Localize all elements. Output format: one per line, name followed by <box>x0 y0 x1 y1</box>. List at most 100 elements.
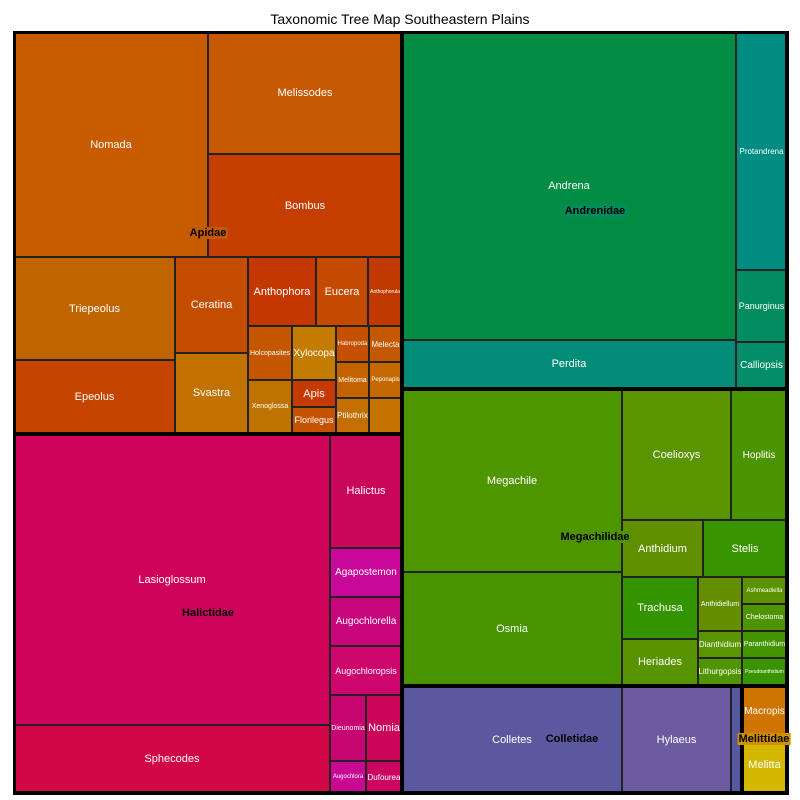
treemap-cell-ptilothrix: Ptilothrix <box>336 398 369 433</box>
treemap-cell-anthidium: Anthidium <box>622 520 703 577</box>
cell-label: Melissodes <box>277 87 333 99</box>
cell-label: Anthidium <box>638 542 687 555</box>
treemap-cell-stelis: Stelis <box>703 520 787 577</box>
treemap-cell-ashmeadiella: Ashmeadiella <box>742 577 787 604</box>
cell-label: Triepeolus <box>69 302 120 315</box>
cell-label: Svastra <box>192 387 231 399</box>
cell-label: Melecta <box>371 339 400 349</box>
treemap-cell-coelioxys: Coelioxys <box>622 390 731 520</box>
treemap-cell-melitta: Melitta <box>742 737 787 793</box>
cell-label: Holcopasites <box>249 349 291 357</box>
cell-label: Halictus <box>346 485 386 497</box>
family-label-andrenidae: Andrenidae <box>563 205 627 217</box>
cell-label: Chelostoma <box>745 614 784 621</box>
treemap-cell-nomia: Nomia <box>366 695 402 761</box>
cell-label: Peponapis <box>371 377 400 383</box>
treemap-cell-holcopasites: Holcopasites <box>248 326 292 380</box>
cell-label: Augochlora <box>332 774 364 780</box>
cell-label: Trachusa <box>637 602 683 614</box>
treemap-cell-melecta: Melecta <box>369 326 402 362</box>
treemap-cell-lithurgopsis: Lithurgopsis <box>698 658 742 685</box>
treemap-cell-anthidiellum: Anthidiellum <box>698 577 742 631</box>
cell-label: Augochlorella <box>335 616 397 627</box>
cell-label: Hylaeus <box>656 733 697 746</box>
cell-label: Dianthidium <box>698 640 742 649</box>
treemap-cell-perdita: Perdita <box>402 340 736 388</box>
treemap-cell-anthophorula: Anthophorula <box>368 257 402 326</box>
cell-label: Bombus <box>284 199 326 212</box>
cell-label: Calliopsis <box>740 359 783 371</box>
treemap-cell-agapostemon: Agapostemon <box>330 548 402 597</box>
cell-label: Dieunomia <box>331 724 365 732</box>
cell-label: Protandrena <box>739 146 784 156</box>
cell-label: Pseudoanthidium <box>745 668 784 675</box>
family-label-apidae: Apidae <box>188 227 228 239</box>
cell-label: Coelioxys <box>652 449 701 461</box>
cell-label: Melitoma <box>338 376 367 384</box>
cell-label: Lasioglossum <box>138 573 206 586</box>
treemap-cell-apis: Apis <box>292 380 336 407</box>
cell-label: Anthophorula <box>370 288 400 295</box>
treemap-cell-florilegus: Florilegus <box>292 407 336 433</box>
cell-label: Xenoglossa <box>251 403 289 410</box>
cell-label: Sphecodes <box>144 753 200 765</box>
treemap-cell-hylaeus: Hylaeus <box>622 686 731 793</box>
treemap-cell-eucera: Eucera <box>316 257 368 326</box>
cell-label: Apis <box>303 387 325 400</box>
cell-label: Ptilothrix <box>337 411 368 420</box>
cell-label: Ceratina <box>190 299 233 311</box>
treemap-cell-trachusa: Trachusa <box>622 577 698 639</box>
cell-label: Hoplitis <box>742 449 776 461</box>
cell-label: Eucera <box>324 285 360 298</box>
treemap-cell-hoplitis: Hoplitis <box>731 390 787 520</box>
treemap-cell-heriades: Heriades <box>622 639 698 685</box>
treemap-cell-osmia: Osmia <box>402 572 622 685</box>
treemap-cell-svastra: Svastra <box>175 353 248 433</box>
treemap-cell-andrena: Andrena <box>402 32 736 340</box>
treemap-cell-chelostoma: Chelostoma <box>742 604 787 631</box>
cell-label: Melitta <box>748 759 781 771</box>
cell-label: Andrena <box>548 180 590 192</box>
treemap-cell-panurginus: Panurginus <box>736 270 787 342</box>
treemap-cell-bombus: Bombus <box>208 154 402 257</box>
family-label-melittidae: Melittidae <box>737 733 791 745</box>
cell-label: Paranthidium <box>743 641 786 648</box>
cell-label: Nomada <box>90 138 132 151</box>
treemap-cell-peponapis: Peponapis <box>369 362 402 398</box>
treemap-cell-protandrena: Protandrena <box>736 32 787 270</box>
cell-label: Habropoda <box>337 341 368 347</box>
cell-label: Perdita <box>551 358 587 370</box>
treemap-cell-xylocopa: Xylocopa <box>292 326 336 380</box>
cell-label: Colletes <box>492 733 532 746</box>
cell-label: Florilegus <box>294 415 334 425</box>
treemap-cell-nomada: Nomada <box>14 32 208 257</box>
cell-label: Anthidiellum <box>700 600 740 608</box>
treemap-cell-xenoglossa: Xenoglossa <box>248 380 292 433</box>
treemap-cell-dufourea: Dufourea <box>366 761 402 793</box>
treemap-cell-melitoma: Melitoma <box>336 362 369 398</box>
cell-label: Epeolus <box>74 390 115 403</box>
cell-label: Osmia <box>496 622 528 635</box>
treemap-cell-augochloropsis: Augochloropsis <box>330 646 402 695</box>
family-label-halictidae: Halictidae <box>181 607 235 619</box>
treemap-cell-habropoda: Habropoda <box>336 326 369 362</box>
cell-label: Lithurgopsis <box>698 667 742 676</box>
chart-title: Taxonomic Tree Map Southeastern Plains <box>270 11 530 27</box>
treemap-cell-triepeolus: Triepeolus <box>14 257 175 360</box>
cell-label: Dufourea <box>367 772 401 782</box>
cell-label: Xylocopa <box>293 347 335 359</box>
treemap-cell-pseudoanthidium: Pseudoanthidium <box>742 658 787 685</box>
treemap-cell-melissodes: Melissodes <box>208 32 402 154</box>
treemap-cell-augochlorella: Augochlorella <box>330 597 402 646</box>
family-label-colletidae: Colletidae <box>544 733 600 745</box>
cell-label: Agapostemon <box>335 567 397 578</box>
cell-label: Panurginus <box>738 301 785 311</box>
treemap-cell-anthophora: Anthophora <box>248 257 316 326</box>
treemap-cell-halictus: Halictus <box>330 434 402 548</box>
cell-label: Macropis <box>744 706 785 717</box>
cell-label: Heriades <box>637 656 683 668</box>
cell-label: Augochloropsis <box>335 665 397 676</box>
family-label-megachilidae: Megachilidae <box>559 531 631 543</box>
cell-label: Anthophora <box>253 285 311 298</box>
